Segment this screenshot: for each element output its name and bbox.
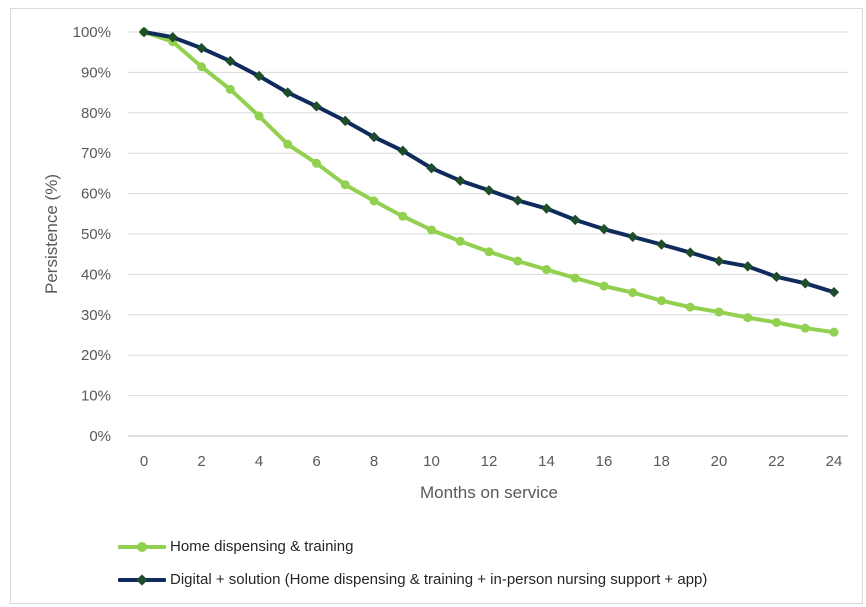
series-layer — [138, 26, 840, 337]
legend-swatch-home-dispensing — [118, 539, 166, 555]
data-point — [253, 70, 265, 82]
x-tick-label: 16 — [596, 453, 613, 470]
x-tick-label: 4 — [255, 453, 263, 470]
data-point — [628, 288, 638, 298]
x-axis-title: Months on service — [420, 483, 558, 502]
legend-label-digital-solution: Digital + solution (Home dispensing & tr… — [170, 571, 708, 588]
data-point — [742, 261, 753, 272]
series-2 — [138, 26, 840, 298]
data-point — [225, 84, 235, 94]
data-point — [713, 255, 725, 267]
y-tick-label: 90% — [81, 64, 111, 81]
y-tick-label: 100% — [73, 24, 111, 41]
data-point — [570, 214, 581, 226]
diamond-marker-icon — [136, 573, 148, 586]
x-tick-label: 20 — [711, 453, 728, 470]
y-tick-label: 80% — [81, 105, 111, 122]
x-axis-ticks: 0 2 4 6 8 10 12 14 16 18 20 22 24 — [140, 453, 843, 470]
data-point — [829, 327, 839, 337]
x-tick-label: 10 — [423, 453, 440, 470]
y-tick-label: 60% — [81, 186, 111, 203]
data-point — [340, 115, 351, 127]
circle-marker-icon — [137, 541, 147, 552]
data-point — [368, 131, 380, 143]
y-tick-label: 70% — [81, 145, 111, 162]
y-tick-label: 30% — [81, 307, 111, 324]
y-tick-label: 50% — [81, 226, 111, 243]
data-point — [656, 239, 667, 250]
data-point — [196, 42, 207, 54]
data-point — [138, 26, 150, 38]
data-point — [657, 296, 666, 306]
x-tick-label: 8 — [370, 453, 378, 470]
data-point — [828, 286, 840, 298]
data-point — [455, 236, 465, 246]
data-point — [283, 139, 293, 149]
data-point — [685, 247, 696, 258]
data-point — [225, 55, 236, 67]
x-tick-label: 12 — [481, 453, 498, 470]
data-point — [542, 265, 551, 275]
y-tick-label: 10% — [81, 388, 111, 405]
series-1 — [139, 27, 839, 337]
data-point — [513, 256, 523, 266]
legend-item-digital-solution: Digital + solution (Home dispensing & tr… — [118, 571, 707, 588]
x-tick-label: 14 — [538, 453, 555, 470]
x-tick-label: 2 — [197, 453, 205, 470]
data-point — [312, 158, 321, 168]
data-point — [197, 62, 206, 72]
x-tick-label: 24 — [826, 453, 843, 470]
data-point — [771, 271, 782, 283]
x-tick-label: 0 — [140, 453, 148, 470]
data-point — [570, 273, 580, 283]
y-axis-ticks: 0% 10% 20% 30% 40% 50% 60% 70% 80% 90% 100% — [73, 24, 111, 445]
data-point — [397, 145, 408, 156]
data-point — [167, 32, 178, 43]
chart-frame — [10, 8, 863, 604]
data-point — [772, 317, 781, 327]
data-point — [282, 87, 293, 98]
data-point — [800, 278, 811, 289]
data-point — [398, 211, 408, 221]
data-point — [599, 281, 609, 291]
data-point — [369, 196, 379, 206]
data-point — [484, 247, 494, 257]
y-tick-label: 0% — [89, 428, 111, 445]
data-point — [483, 185, 495, 196]
data-point — [254, 111, 264, 121]
series-line — [143, 30, 835, 335]
data-point — [743, 313, 753, 323]
data-point — [427, 225, 436, 235]
y-axis-title: Persistence (%) — [42, 174, 61, 294]
gridlines — [128, 31, 848, 397]
legend-swatch-digital-solution — [118, 572, 166, 588]
data-point — [311, 101, 322, 112]
y-tick-label: 40% — [81, 266, 111, 283]
legend-item-home-dispensing: Home dispensing & training — [118, 538, 353, 555]
x-tick-label: 6 — [312, 453, 320, 470]
data-point — [512, 195, 523, 206]
data-point — [714, 307, 724, 317]
y-tick-label: 20% — [81, 347, 111, 364]
data-point — [598, 223, 610, 235]
data-point — [541, 203, 552, 214]
data-point — [426, 162, 437, 174]
data-point — [685, 302, 695, 312]
x-tick-label: 22 — [768, 453, 785, 470]
x-tick-label: 18 — [653, 453, 670, 470]
data-point — [340, 180, 350, 190]
data-point — [627, 231, 638, 243]
data-point — [800, 323, 810, 333]
legend-label-home-dispensing: Home dispensing & training — [170, 538, 354, 555]
data-point — [455, 175, 466, 186]
